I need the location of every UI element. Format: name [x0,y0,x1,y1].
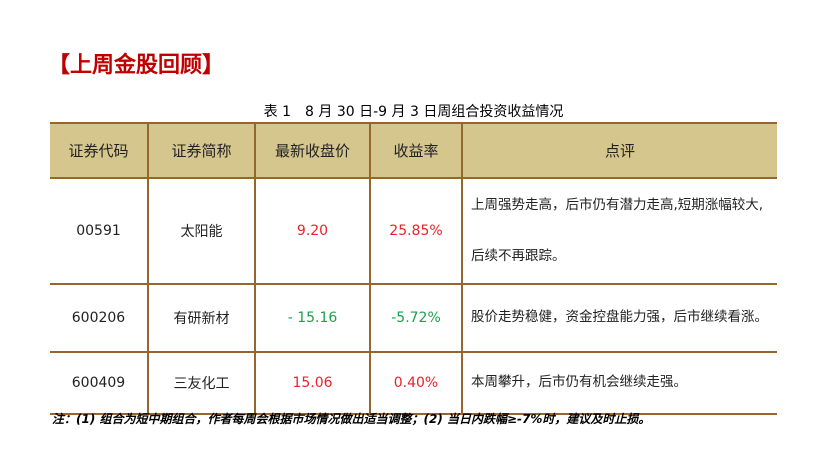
cell-return: 25.85% [369,177,463,285]
cell-code: 600206 [50,283,149,353]
table-caption: 表 1 8 月 30 日-9 月 3 日周组合投资收益情况 [263,104,564,120]
section-title: 【上周金股回顾】 [48,53,225,78]
cell-name: 有研新材 [147,283,256,353]
table-header: 证券代码 证券简称 最新收盘价 收益率 点评 [50,122,777,179]
header-code: 证券代码 [50,122,149,179]
cell-price: 15.06 [254,351,371,415]
table-row: 600206 有研新材 - 15.16 -5.72% 股价走势稳健，资金控盘能力… [50,283,777,353]
footnote: 注：(1) 组合为短中期组合，作者每周会根据市场情况做出适当调整；(2) 当日内… [52,412,651,426]
header-price: 最新收盘价 [254,122,371,179]
header-name: 证券简称 [147,122,256,179]
portfolio-table: 证券代码 证券简称 最新收盘价 收益率 点评 00591 太阳能 9.20 25… [50,122,777,415]
cell-name: 三友化工 [147,351,256,415]
cell-code: 00591 [50,177,149,285]
cell-comment: 股价走势稳健，资金控盘能力强，后市继续看涨。 [461,283,777,353]
cell-code: 600409 [50,351,149,415]
table-row: 600409 三友化工 15.06 0.40% 本周攀升，后市仍有机会继续走强。 [50,351,777,415]
header-return: 收益率 [369,122,463,179]
cell-return: -5.72% [369,283,463,353]
cell-return: 0.40% [369,351,463,415]
table-row: 00591 太阳能 9.20 25.85% 上周强势走高，后市仍有潜力走高,短期… [50,177,777,285]
cell-price: - 15.16 [254,283,371,353]
header-comment: 点评 [461,122,777,179]
cell-name: 太阳能 [147,177,256,285]
cell-comment: 本周攀升，后市仍有机会继续走强。 [461,351,777,415]
cell-comment: 上周强势走高，后市仍有潜力走高,短期涨幅较大,后续不再跟踪。 [461,177,777,285]
cell-price: 9.20 [254,177,371,285]
